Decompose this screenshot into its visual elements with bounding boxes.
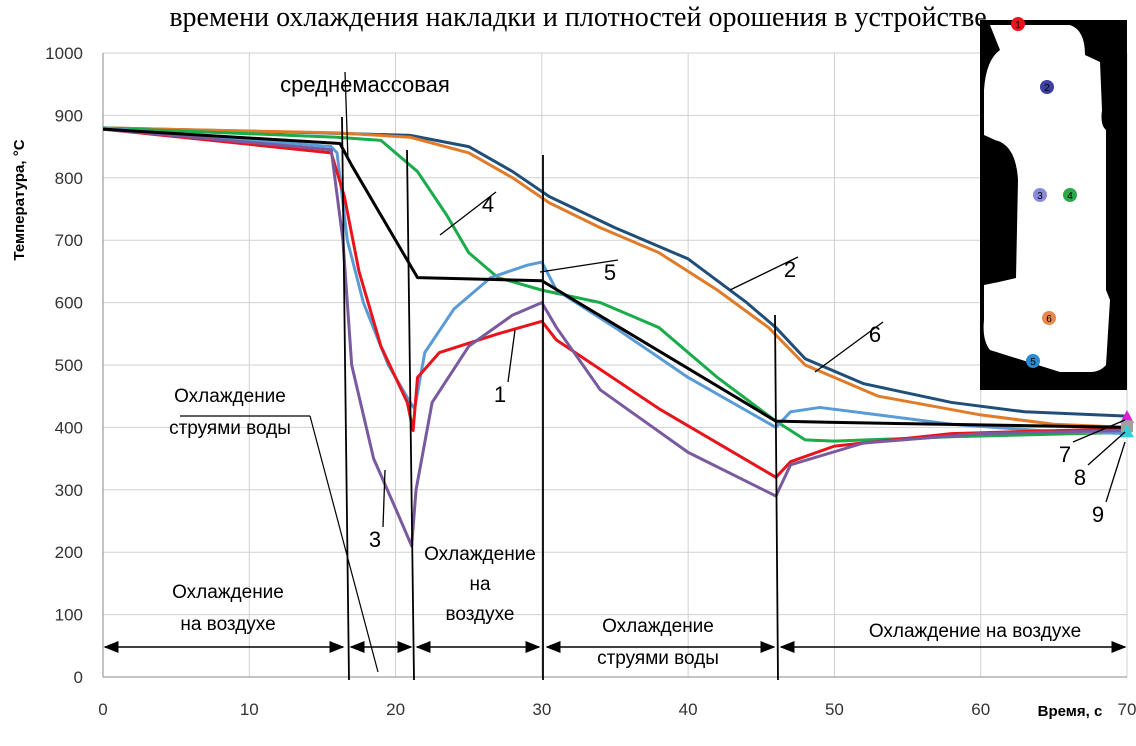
inset-point-label: 1 (1015, 20, 1021, 31)
x-tick-label: 50 (825, 700, 844, 719)
x-tick-label: 0 (98, 700, 107, 719)
annotation: Охлаждение (174, 386, 286, 407)
leader (1106, 442, 1125, 502)
y-tick-label: 1000 (45, 44, 83, 63)
inset-point-label: 3 (1037, 191, 1043, 202)
x-tick-label: 40 (679, 700, 698, 719)
x-tick-label: 20 (386, 700, 405, 719)
y-tick-label: 0 (74, 668, 83, 687)
x-axis-label: Время, с (1038, 703, 1103, 720)
series-label: 9 (1092, 502, 1104, 527)
series-label: 2 (784, 257, 796, 282)
annotation: воздухе (446, 604, 515, 625)
y-tick-label: 600 (55, 294, 83, 313)
chart-title: времени охлаждения накладки и плотностей… (169, 2, 986, 33)
annotation: на (469, 574, 490, 595)
series-label: 5 (604, 260, 616, 285)
series-label: 8 (1074, 465, 1086, 490)
y-tick-label: 800 (55, 169, 83, 188)
leader (508, 330, 515, 382)
series-label: среднемассовая (280, 72, 450, 97)
annotation: струями воды (169, 418, 291, 439)
y-tick-label: 700 (55, 231, 83, 250)
series-label: 7 (1059, 442, 1071, 467)
series-line (103, 129, 1127, 546)
annotation: Охлаждение на воздухе (869, 621, 1081, 642)
annotation: Охлаждение (172, 582, 284, 603)
inset-point-label: 2 (1044, 83, 1050, 94)
plot (103, 128, 1134, 546)
annotation: Охлаждение (424, 544, 536, 565)
x-tick-label: 70 (1118, 700, 1136, 719)
divider (775, 315, 778, 680)
y-tick-label: 400 (55, 418, 83, 437)
x-tick-label: 10 (240, 700, 259, 719)
annotation: на воздухе (180, 614, 275, 635)
annotation: Охлаждение (602, 616, 714, 637)
series-label: 6 (869, 322, 881, 347)
leader (310, 416, 378, 672)
inset-point-label: 5 (1030, 357, 1036, 368)
y-tick-label: 300 (55, 481, 83, 500)
series-label: 3 (369, 527, 381, 552)
x-tick-label: 30 (532, 700, 551, 719)
chart: времени охлаждения накладки и плотностей… (0, 0, 1136, 746)
series-label: 1 (494, 382, 506, 407)
y-tick-label: 500 (55, 356, 83, 375)
y-tick-label: 900 (55, 106, 83, 125)
series-label: 4 (482, 192, 494, 217)
x-tick-label: 60 (971, 700, 990, 719)
y-axis-label: Температура, °С (11, 139, 28, 260)
y-tick-label: 200 (55, 543, 83, 562)
inset-image: 1 2 3 4 5 6 (980, 17, 1127, 390)
annotations: 6 2 4 5 1 3 среднемассовая 789 Охлаждение струями… (105, 72, 1125, 680)
inset-point-label: 6 (1046, 314, 1052, 325)
y-tick-label: 100 (55, 606, 83, 625)
inset-point-label: 4 (1067, 191, 1073, 202)
annotation: струями воды (597, 648, 719, 669)
